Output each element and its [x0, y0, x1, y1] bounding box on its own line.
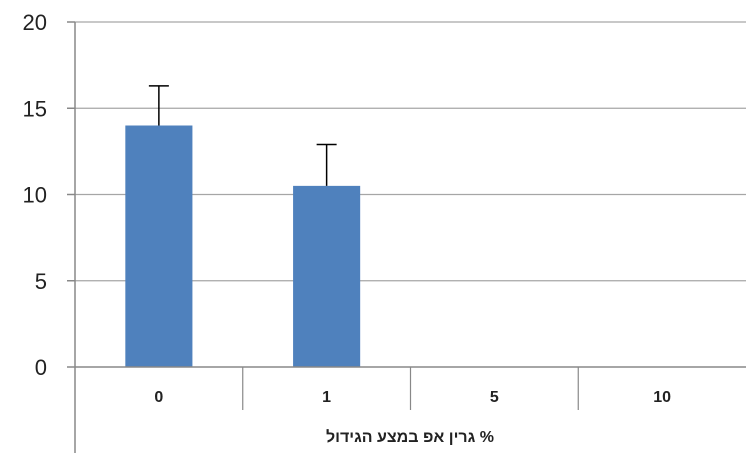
category-labels: 0 1 5 10 — [154, 389, 671, 406]
y-tick-label: 5 — [35, 269, 47, 294]
y-tick-label: 20 — [23, 10, 47, 35]
category-label-5: 5 — [490, 389, 499, 406]
bar-1 — [293, 185, 361, 367]
y-tick-label: 15 — [23, 96, 47, 121]
category-separators — [242, 367, 579, 410]
error-bars — [148, 85, 337, 186]
category-label-1: 1 — [322, 389, 331, 406]
y-tick-labels: 0 5 10 15 20 — [23, 10, 75, 380]
bars — [125, 125, 361, 367]
bar-0 — [125, 125, 193, 367]
category-label-10: 10 — [653, 389, 671, 406]
category-label-0: 0 — [154, 389, 163, 406]
y-tick-label: 0 — [35, 355, 47, 380]
x-axis-title: % גרין אפ במצע הגידול — [326, 428, 494, 446]
y-tick-label: 10 — [23, 183, 47, 208]
